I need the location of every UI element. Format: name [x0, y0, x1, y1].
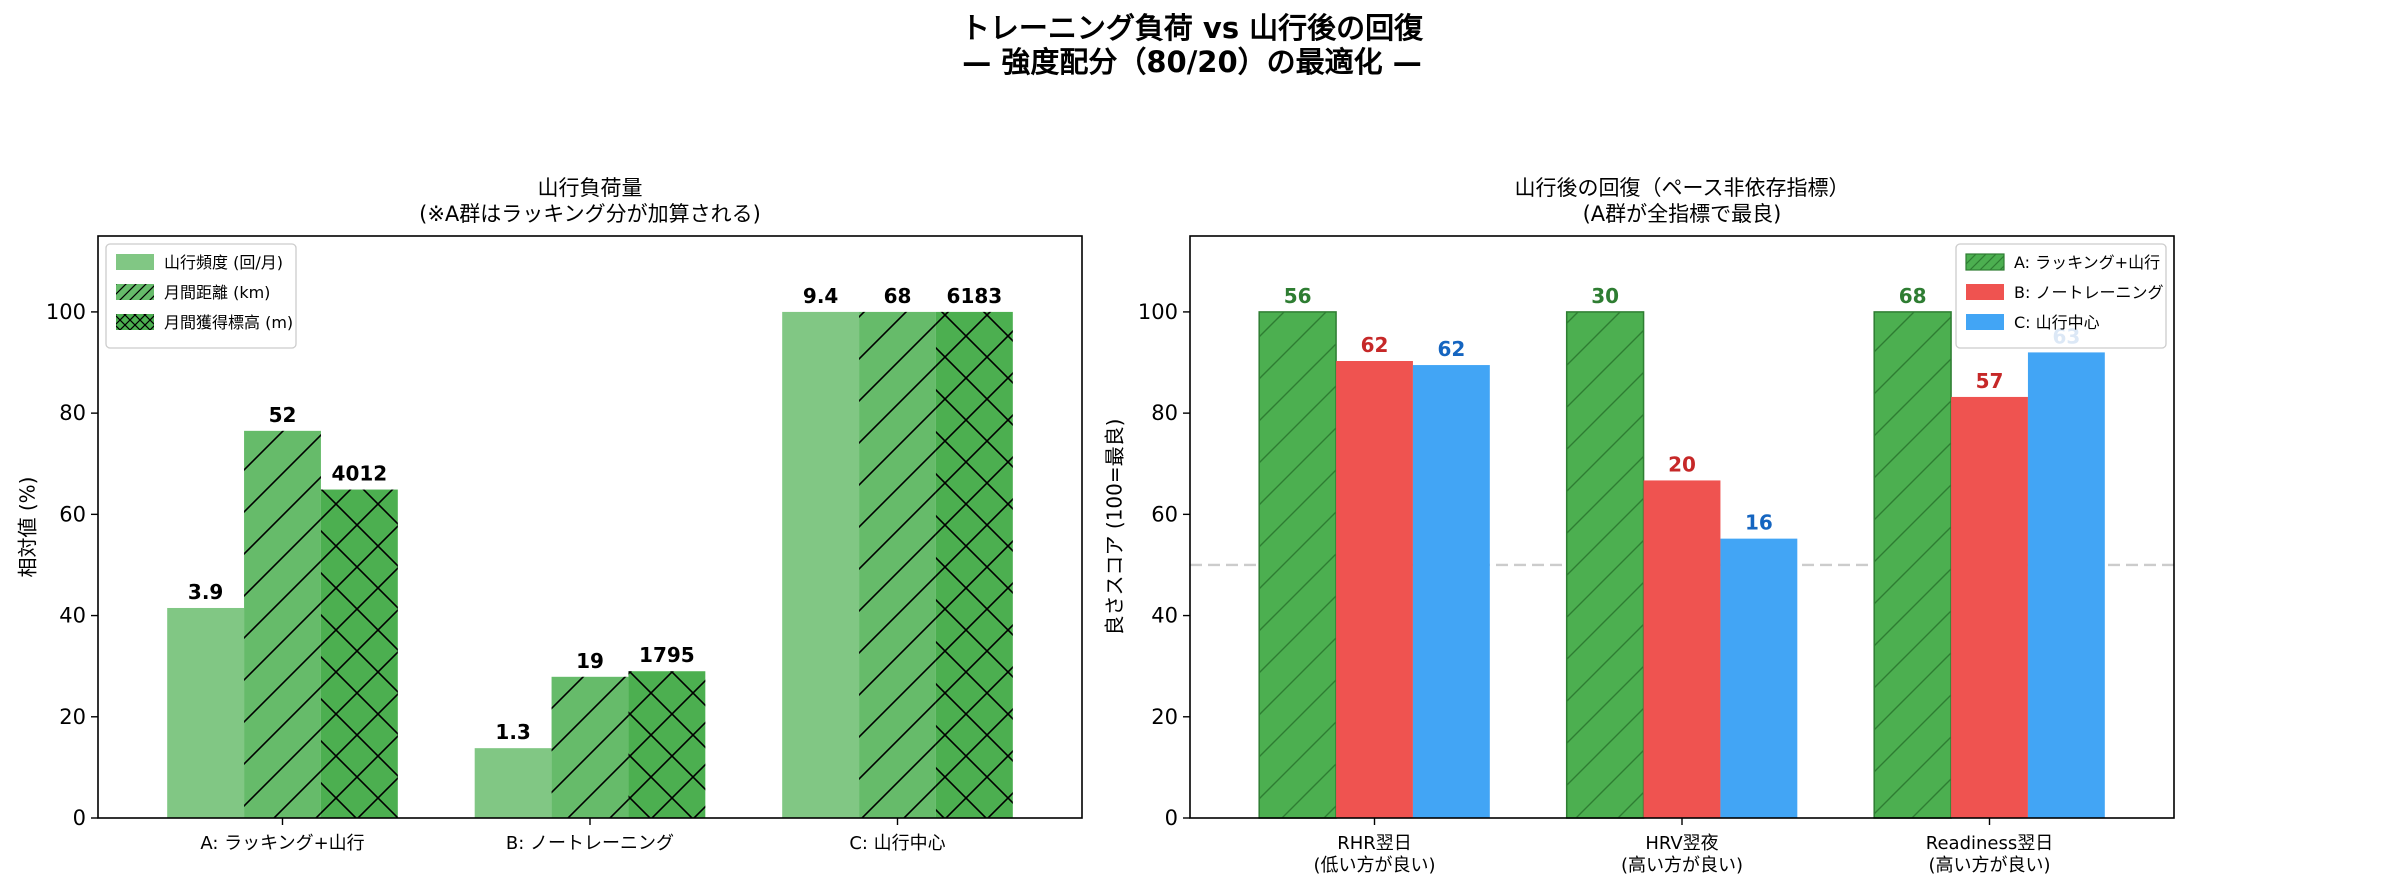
left-chart-bar-hatch-s3-c1	[320, 489, 398, 818]
left-chart-bar-hatch-s2-c2	[551, 676, 629, 818]
right-chart: 563068622057621663020406080100RHR翌日(低い方が…	[1138, 235, 2175, 876]
right-chart-title-line2: (A群が全指標で最良)	[1582, 202, 1782, 226]
right-chart-legend-label-2: B: ノートレーニング	[2014, 283, 2163, 302]
left-chart-bar-s1-c2	[474, 748, 552, 818]
right-chart-y-tick-label-0: 0	[1165, 806, 1178, 830]
right-chart-legend-label-3: C: 山行中心	[2014, 313, 2100, 332]
left-chart-title-line1: 山行負荷量	[537, 176, 643, 200]
right-chart-data-label-s1-c2: 30	[1591, 284, 1619, 308]
left-chart-legend-label-2: 月間距離 (km)	[164, 283, 270, 302]
right-chart-bar-hatch-s1-c2	[1566, 311, 1644, 818]
figure-title-line1: トレーニング負荷 vs 山行後の回復	[960, 11, 1424, 45]
right-chart-y-tick-label-60: 60	[1151, 502, 1178, 526]
right-chart-data-label-s3-c2: 16	[1745, 511, 1773, 535]
right-chart-title-line1: 山行後の回復（ペース非依存指標）	[1514, 176, 1850, 200]
right-chart-bar-s3-c1	[1412, 365, 1490, 818]
left-chart-data-label-s1-c3: 9.4	[803, 284, 838, 308]
right-chart-bar-hatch-s1-c3	[1874, 311, 1952, 818]
right-chart-bar-s2-c2	[1643, 480, 1721, 818]
right-chart-data-label-s2-c1: 62	[1361, 333, 1389, 357]
right-chart-y-tick-label-20: 20	[1151, 705, 1178, 729]
left-chart-data-label-s3-c3: 6183	[947, 284, 1003, 308]
figure-title-line2: — 強度配分（80/20）の最適化 —	[962, 45, 1422, 79]
right-chart-bar-s2-c3	[1951, 396, 2028, 818]
right-chart-bar-s3-c3	[2027, 352, 2105, 818]
right-chart-data-label-s1-c3: 68	[1899, 284, 1927, 308]
left-chart-legend-label-1: 山行頻度 (回/月)	[164, 253, 283, 272]
right-chart-y-tick-label-100: 100	[1138, 300, 1178, 324]
right-chart-bar-hatch-s1-c1	[1259, 311, 1337, 818]
right-chart-bar-s3-c2	[1720, 538, 1798, 818]
right-chart-x-tick-label-1: RHR翌日	[1337, 833, 1412, 854]
left-chart-bar-s1-c1	[167, 607, 245, 818]
left-chart-legend-label-3: 月間獲得標高 (m)	[164, 313, 293, 332]
right-chart-legend-swatch-2	[1966, 284, 2004, 300]
right-chart-bar-s2-c1	[1336, 361, 1413, 818]
right-chart-y-tick-label-80: 80	[1151, 401, 1178, 425]
left-chart-y-tick-label-40: 40	[59, 604, 86, 628]
left-chart-y-tick-label-100: 100	[46, 300, 86, 324]
right-chart-legend-swatch-3	[1966, 314, 2004, 330]
left-chart-legend-swatch-1	[116, 254, 154, 270]
left-chart: 3.9 1.3 9.4 52 19 68 4012 1795 6183 0 20 40 60 80 100 A…	[46, 235, 1083, 854]
left-chart-y-tick-label-80: 80	[59, 401, 86, 425]
left-chart-data-label-s1-c2: 1.3	[495, 720, 530, 744]
left-chart-data-label-s2-c2: 19	[576, 649, 604, 673]
right-chart-data-label-s1-c1: 56	[1284, 284, 1312, 308]
left-chart-bar-hatch-s3-c2	[628, 671, 706, 818]
left-chart-data-label-s3-c1: 4012	[332, 462, 388, 486]
left-chart-data-label-s3-c2: 1795	[639, 643, 695, 667]
right-chart-x-tick-label-3-line2: (高い方が良い)	[1928, 855, 2050, 876]
left-chart-bar-hatch-s2-c1	[244, 430, 321, 818]
right-chart-legend-label-1: A: ラッキング+山行	[2014, 253, 2160, 272]
right-chart-data-label-s2-c3: 57	[1976, 369, 2004, 393]
right-chart-data-label-s2-c2: 20	[1668, 452, 1696, 476]
left-chart-x-tick-label-1: A: ラッキング+山行	[200, 833, 364, 854]
right-chart-data-label-s3-c1: 62	[1437, 337, 1465, 361]
right-chart-x-tick-label-3: Readiness翌日	[1926, 833, 2053, 854]
left-chart-title-line2: (※A群はラッキング分が加算される)	[419, 202, 761, 226]
left-chart-bar-s1-c3	[782, 311, 860, 818]
right-chart-y-tick-label-40: 40	[1151, 604, 1178, 628]
left-chart-bar-hatch-s2-c3	[859, 311, 936, 818]
left-chart-data-label-s1-c1: 3.9	[188, 580, 223, 604]
left-chart-y-tick-label-0: 0	[73, 806, 86, 830]
left-chart-y-tick-label-60: 60	[59, 502, 86, 526]
left-chart-data-label-s2-c1: 52	[269, 403, 297, 427]
left-chart-legend-swatch-hatch-2	[116, 284, 154, 300]
left-chart-x-tick-label-2: B: ノートレーニング	[506, 833, 674, 854]
right-chart-x-tick-label-2: HRV翌夜	[1645, 833, 1718, 854]
right-chart-x-tick-label-1-line2: (低い方が良い)	[1313, 855, 1435, 876]
right-chart-x-tick-label-2-line2: (高い方が良い)	[1621, 855, 1743, 876]
left-chart-data-label-s2-c3: 68	[884, 284, 912, 308]
left-chart-bar-hatch-s3-c3	[935, 311, 1013, 818]
left-chart-y-tick-label-20: 20	[59, 705, 86, 729]
left-chart-x-tick-label-3: C: 山行中心	[849, 833, 945, 854]
right-chart-legend-box	[1955, 243, 2167, 349]
right-chart-legend-swatch-hatch-1	[1966, 254, 2004, 270]
left-chart-legend-swatch-hatch-3	[116, 314, 154, 330]
